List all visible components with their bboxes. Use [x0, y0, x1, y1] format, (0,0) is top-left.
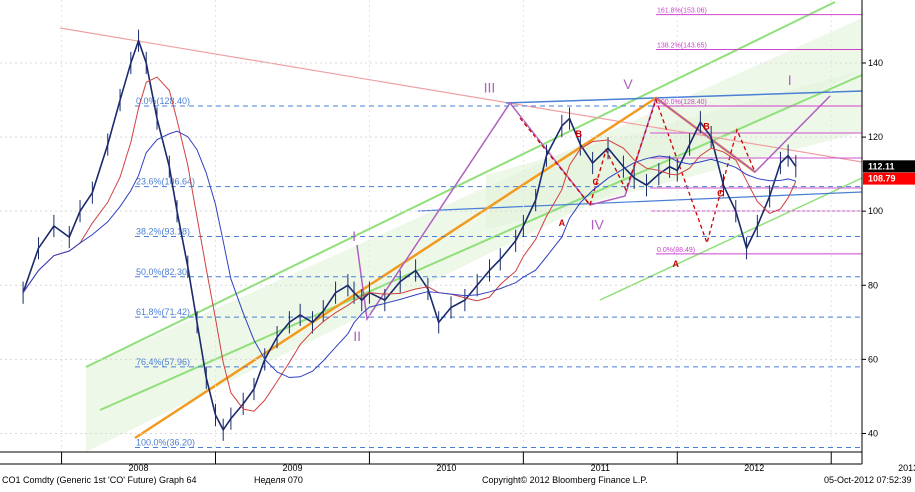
wave-label: I — [788, 72, 792, 88]
wave-label: IV — [591, 217, 605, 233]
fib-level-label: 38.2%(93.18) — [136, 226, 190, 236]
footer-copyright: Copyright© 2012 Bloomberg Finance L.P. — [482, 475, 648, 485]
channel-fill-2 — [486, 70, 862, 230]
wave-label: A — [672, 259, 679, 269]
fib-level-label: 23.6%(106.64) — [136, 177, 195, 187]
horizontal-blue-line — [505, 90, 863, 104]
y-tick-label: 140 — [868, 58, 883, 68]
horizontal-blue-line-2 — [417, 191, 863, 212]
wave-label: V — [623, 76, 633, 92]
x-tick-label: 2011 — [591, 463, 610, 473]
last-price-tag: 108.79 — [863, 172, 915, 185]
y-tick-label: 80 — [868, 280, 878, 290]
last-price-label: 108.79 — [868, 174, 896, 184]
moving-average-long — [22, 130, 796, 379]
footer-instrument: CO1 Comdty (Generic 1st 'CO' Future) Gra… — [2, 475, 197, 485]
moving-average-short — [22, 76, 797, 412]
x-tick-label: 2010 — [436, 463, 456, 473]
channel-line-middle — [99, 74, 863, 411]
fib-ext-label: 0.0%(88.49) — [657, 247, 695, 254]
x-tick-label: 2009 — [282, 463, 302, 473]
last-price-tag: 112.11 — [863, 160, 915, 173]
fib-level-label: 61.8%(71.42) — [136, 307, 190, 317]
y-tick-label: 120 — [868, 132, 883, 142]
wave-label: A — [559, 218, 566, 228]
purple-wave-path — [356, 95, 831, 322]
y-tick-label: 100 — [868, 206, 883, 216]
fib-ext-label: 100.0%(128.40) — [657, 99, 707, 106]
fib-level-label: 76.4%(57.96) — [136, 357, 190, 367]
fib-level-label: 50.0%(82.30) — [136, 267, 190, 277]
x-tick-label: 2012 — [744, 463, 764, 473]
price-series — [22, 29, 797, 441]
wave-label: B — [703, 122, 710, 132]
fib-ext-label: 161.8%(153.06) — [657, 8, 707, 15]
x-tick-label: 2008 — [129, 463, 149, 473]
fib-level-label: 100.0%(36.20) — [136, 438, 195, 448]
wave-label: II — [353, 328, 361, 344]
footer-page-label: Неделя 070 — [254, 475, 303, 485]
wave-label: III — [484, 80, 496, 96]
wave-label: B — [576, 129, 583, 139]
fib-ext-label: 138.2%(143.65) — [657, 42, 707, 49]
y-tick-label: 40 — [868, 428, 878, 438]
analysis-drawings — [59, 1, 863, 452]
wave-label: C — [717, 188, 724, 198]
fib-level-label: 0.0%(128.40) — [136, 96, 190, 106]
y-tick-label: 60 — [868, 354, 878, 364]
last-price-box — [863, 160, 915, 173]
red-dashed-path — [519, 98, 756, 246]
axes: 40 60 80 100 120 140 2008 2009 2010 2011 2012 2013 1… — [0, 0, 915, 473]
x-tick-label: 2013 — [898, 463, 915, 473]
last-price-box — [863, 172, 915, 185]
wave-label: C — [592, 177, 599, 187]
wave-label: I — [352, 228, 356, 244]
fibonacci-levels: 0.0%(128.40) 23.6%(106.64) 38.2%(93.18) 50.… — [135, 8, 862, 449]
channel-line-lower — [599, 177, 863, 301]
downtrend-line — [59, 27, 863, 163]
last-price-label: 112.11 — [868, 161, 895, 171]
footer-timestamp: 05-Oct-2012 07:52:39 — [824, 475, 912, 485]
